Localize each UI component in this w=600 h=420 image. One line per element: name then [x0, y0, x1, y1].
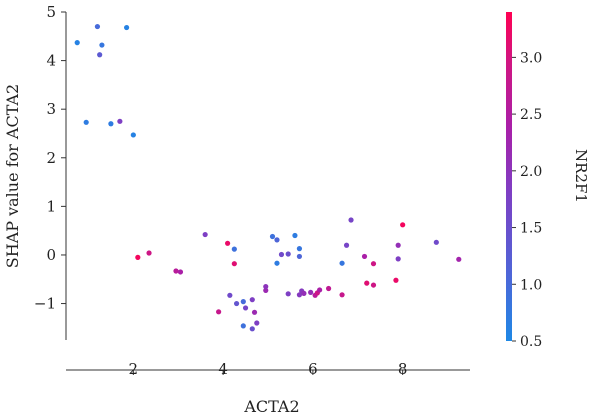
data-point	[177, 269, 184, 275]
data-point	[296, 246, 303, 252]
data-point	[135, 254, 141, 260]
y-tick-label: 4	[46, 52, 56, 70]
x-axis-label: ACTA2	[243, 397, 299, 416]
data-point	[296, 292, 303, 298]
colorbar-gradient	[506, 12, 512, 341]
data-point	[317, 287, 323, 293]
y-tick-label: −1	[34, 295, 56, 313]
data-point	[364, 280, 370, 286]
data-point	[249, 326, 255, 332]
data-point	[99, 42, 105, 48]
data-point	[301, 290, 307, 296]
x-tick-label: 4	[218, 360, 228, 378]
colorbar-ticks: 3.0 2.5 2.0 1.5 1.0 0.5	[512, 50, 542, 350]
data-point	[216, 309, 222, 315]
data-point	[225, 240, 231, 246]
y-tick-label: 0	[46, 246, 56, 264]
scatter-points	[74, 23, 462, 332]
data-point	[130, 132, 136, 138]
data-point	[395, 256, 401, 262]
data-point	[240, 323, 246, 329]
x-ticks: 2 4 6 8	[129, 360, 408, 378]
data-point	[308, 289, 314, 295]
colorbar-tick-label: 1.0	[520, 277, 542, 293]
data-point	[370, 261, 377, 267]
data-point	[173, 268, 179, 274]
data-point	[326, 285, 332, 292]
colorbar-label: NR2F1	[572, 149, 590, 203]
data-point	[296, 253, 303, 260]
data-point	[456, 256, 462, 262]
data-point	[74, 40, 80, 46]
x-tick-label: 2	[129, 360, 139, 378]
data-point	[233, 300, 240, 307]
data-point	[254, 320, 260, 326]
data-point	[361, 253, 368, 260]
data-point	[263, 287, 269, 294]
data-point	[393, 277, 399, 283]
data-point	[242, 305, 249, 311]
data-point	[278, 251, 285, 258]
data-point	[231, 246, 237, 252]
data-point	[94, 23, 101, 30]
data-point	[231, 261, 237, 267]
data-point	[433, 239, 439, 245]
colorbar: 3.0 2.5 2.0 1.5 1.0 0.5 NR2F1	[506, 12, 590, 350]
data-point	[285, 251, 291, 257]
x-tick-label: 8	[398, 360, 408, 378]
data-point	[108, 121, 114, 127]
data-point	[292, 232, 298, 239]
data-point	[249, 297, 255, 303]
data-point	[339, 260, 345, 266]
y-ticks: 5 4 3 2 1 0 −1	[34, 3, 66, 313]
data-point	[146, 250, 152, 256]
data-point	[285, 291, 291, 297]
colorbar-tick-label: 0.5	[520, 334, 542, 350]
data-point	[202, 231, 208, 238]
data-point	[274, 260, 280, 266]
data-point	[395, 242, 401, 248]
plot-area: 5 4 3 2 1 0 −1 2 4 6 8	[34, 3, 470, 378]
y-tick-label: 1	[46, 197, 56, 215]
colorbar-tick-label: 3.0	[520, 50, 542, 66]
x-tick-label: 6	[308, 360, 318, 378]
y-tick-label: 2	[46, 149, 56, 167]
data-point	[117, 118, 123, 124]
colorbar-tick-label: 2.0	[520, 164, 542, 180]
data-point	[339, 292, 345, 298]
data-point	[400, 222, 406, 228]
y-tick-label: 3	[46, 100, 56, 118]
colorbar-tick-label: 2.5	[520, 107, 542, 123]
data-point	[227, 292, 233, 298]
data-point	[83, 119, 89, 125]
data-point	[370, 282, 377, 288]
data-point	[269, 233, 276, 240]
data-point	[274, 237, 280, 243]
data-point	[348, 217, 354, 223]
colorbar-tick-label: 1.5	[520, 221, 542, 237]
data-point	[251, 309, 258, 315]
data-point	[240, 299, 246, 305]
y-axis-label: SHAP value for ACTA2	[3, 84, 22, 269]
data-point	[263, 283, 269, 290]
data-point	[124, 24, 130, 31]
data-point	[97, 52, 103, 58]
y-tick-label: 5	[46, 3, 56, 21]
data-point	[343, 242, 350, 248]
